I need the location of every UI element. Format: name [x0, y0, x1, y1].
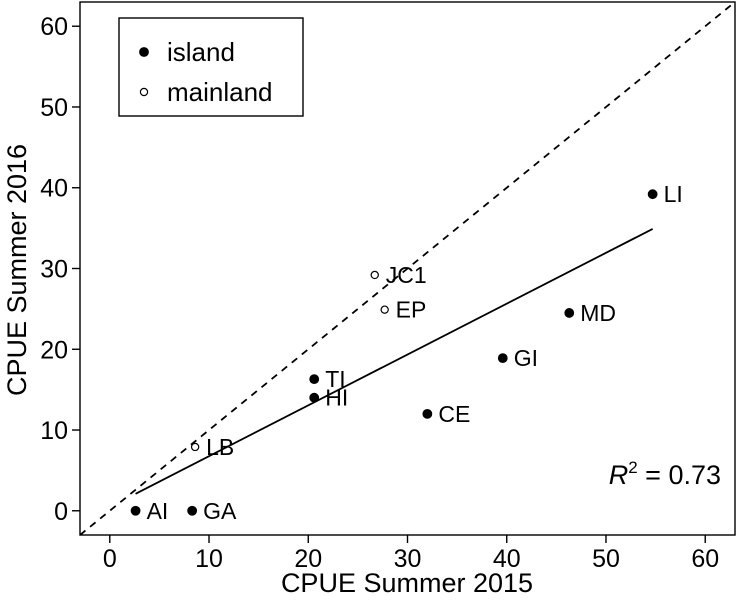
- x-tick-label: 0: [103, 545, 117, 573]
- point-ce: [422, 408, 433, 419]
- point-ep: [380, 305, 389, 314]
- x-tick-label: 40: [493, 545, 521, 573]
- regression-line: [135, 228, 654, 495]
- reference-lines: [79, 1, 736, 536]
- data-points: [130, 189, 658, 516]
- y-tick-label: 20: [40, 336, 68, 364]
- r-squared-exponent: 2: [628, 458, 637, 477]
- point-label-jc1: JC1: [386, 262, 427, 288]
- y-tick-label: 30: [40, 256, 68, 284]
- y-tick-label: 50: [40, 94, 68, 122]
- point-label-ga: GA: [203, 498, 237, 524]
- y-axis-title: CPUE Summer 2016: [2, 144, 32, 396]
- point-jc1: [370, 270, 379, 280]
- y-tick-label: 60: [40, 13, 68, 41]
- point-label-ai: AI: [147, 498, 169, 524]
- point-label-gi: GI: [514, 345, 538, 371]
- point-label-md: MD: [580, 300, 616, 326]
- point-label-li: LI: [664, 181, 683, 207]
- point-ti: [309, 374, 320, 385]
- r-squared-value: = 0.73: [638, 460, 721, 490]
- point-md: [564, 308, 575, 318]
- point-li: [647, 189, 658, 200]
- y-tick-label: 0: [54, 498, 68, 526]
- point-label-ti: TI: [325, 366, 345, 392]
- point-ai: [130, 505, 141, 516]
- point-lb: [190, 442, 200, 452]
- axes: 0 10 20 30 40 50 60 0 10 20 30 40 50 60: [40, 1, 736, 573]
- x-tick-label: 20: [294, 545, 322, 573]
- x-axis-title: CPUE Summer 2015: [281, 568, 533, 598]
- r-squared-annotation: R2 = 0.73: [609, 458, 721, 490]
- legend-marker-mainland: [139, 87, 149, 97]
- x-tick-label: 60: [691, 545, 719, 573]
- identity-line: [79, 1, 736, 536]
- x-tick-label: 50: [592, 545, 620, 573]
- r-squared-symbol: R: [609, 460, 629, 490]
- legend-marker-island: [139, 47, 149, 57]
- point-hi: [309, 392, 320, 403]
- x-tick-label: 30: [394, 545, 422, 573]
- x-tick-label: 10: [195, 545, 223, 573]
- point-label-hi: HI: [325, 385, 348, 411]
- y-tick-label: 40: [40, 175, 68, 203]
- legend: island mainland: [118, 17, 304, 117]
- legend-box: [118, 17, 304, 117]
- legend-label-island: island: [167, 37, 235, 67]
- point-label-ep: EP: [396, 297, 427, 323]
- point-ga: [187, 505, 198, 516]
- point-label-lb: LB: [206, 434, 234, 460]
- legend-label-mainland: mainland: [167, 77, 273, 107]
- point-gi: [497, 353, 508, 364]
- point-label-ce: CE: [438, 401, 470, 427]
- y-tick-label: 10: [40, 417, 68, 445]
